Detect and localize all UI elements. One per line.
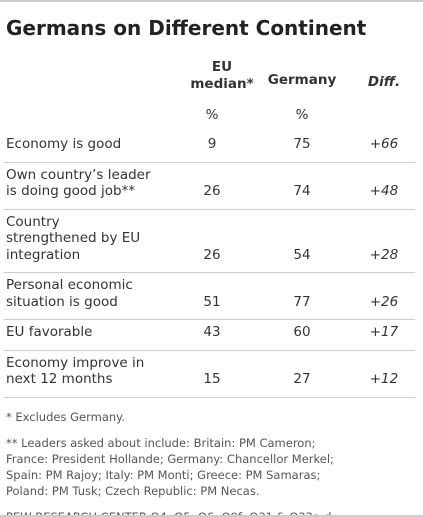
row-label: strengthened by EU (6, 230, 141, 246)
row-label: EU favorable (6, 324, 93, 340)
footnote: * Excludes Germany. (6, 409, 125, 424)
row-divider (4, 161, 415, 163)
unit: % (205, 107, 219, 123)
row-label: Economy improve in (6, 354, 145, 371)
diff-value: +12 (369, 371, 399, 387)
row-label: Economy is good (6, 136, 122, 152)
row-divider (4, 272, 415, 273)
row-divider (4, 208, 415, 210)
diff-value: +66 (369, 136, 399, 152)
row-label: integration (6, 246, 81, 263)
row-label: next 12 months (6, 371, 113, 387)
germany-value: 27 (293, 371, 311, 387)
footnote: France: President Hollande; Germany: Cha… (6, 451, 334, 466)
germany-value: 60 (293, 324, 311, 340)
footnote: ** Leaders asked about include: Britain:… (6, 435, 316, 450)
unit: % (295, 107, 309, 123)
eu-value: 9 (207, 136, 217, 152)
header-eu: EU (211, 59, 233, 75)
germany-value: 54 (293, 246, 311, 263)
row-divider (4, 396, 415, 398)
footnote: Spain: PM Rajoy; Italy: PM Monti; Greece… (6, 467, 321, 482)
header-germany: Germany (267, 72, 337, 88)
footnote: Poland: PM Tusk; Czech Republic: PM Neca… (6, 483, 260, 498)
row-label: is doing good job** (6, 183, 136, 199)
diff-value: +17 (369, 324, 399, 340)
footnote: PEW RESEARCH CENTER Q4, Q5, Q6, Q9f, Q31… (6, 509, 336, 517)
row-label: Personal economic (6, 277, 133, 293)
header-diff: Diff. (367, 74, 401, 90)
eu-value: 51 (203, 293, 221, 310)
row-divider (4, 349, 415, 351)
eu-value: 43 (203, 324, 221, 340)
row-label: Country (6, 213, 60, 230)
row-divider (4, 319, 415, 320)
germany-value: 74 (293, 183, 311, 199)
germany-value: 75 (293, 136, 311, 152)
germany-value: 77 (293, 293, 311, 310)
header-eu: median* (190, 76, 254, 92)
row-label: Own country’s leader (6, 166, 151, 183)
title: Germans on Different Continent (6, 16, 367, 40)
eu-value: 26 (203, 183, 221, 199)
row-label: situation is good (6, 293, 118, 310)
eu-value: 15 (203, 371, 221, 387)
eu-value: 26 (203, 246, 221, 263)
diff-value: +26 (369, 293, 399, 310)
diff-value: +48 (369, 183, 399, 199)
diff-value: +28 (369, 246, 399, 263)
